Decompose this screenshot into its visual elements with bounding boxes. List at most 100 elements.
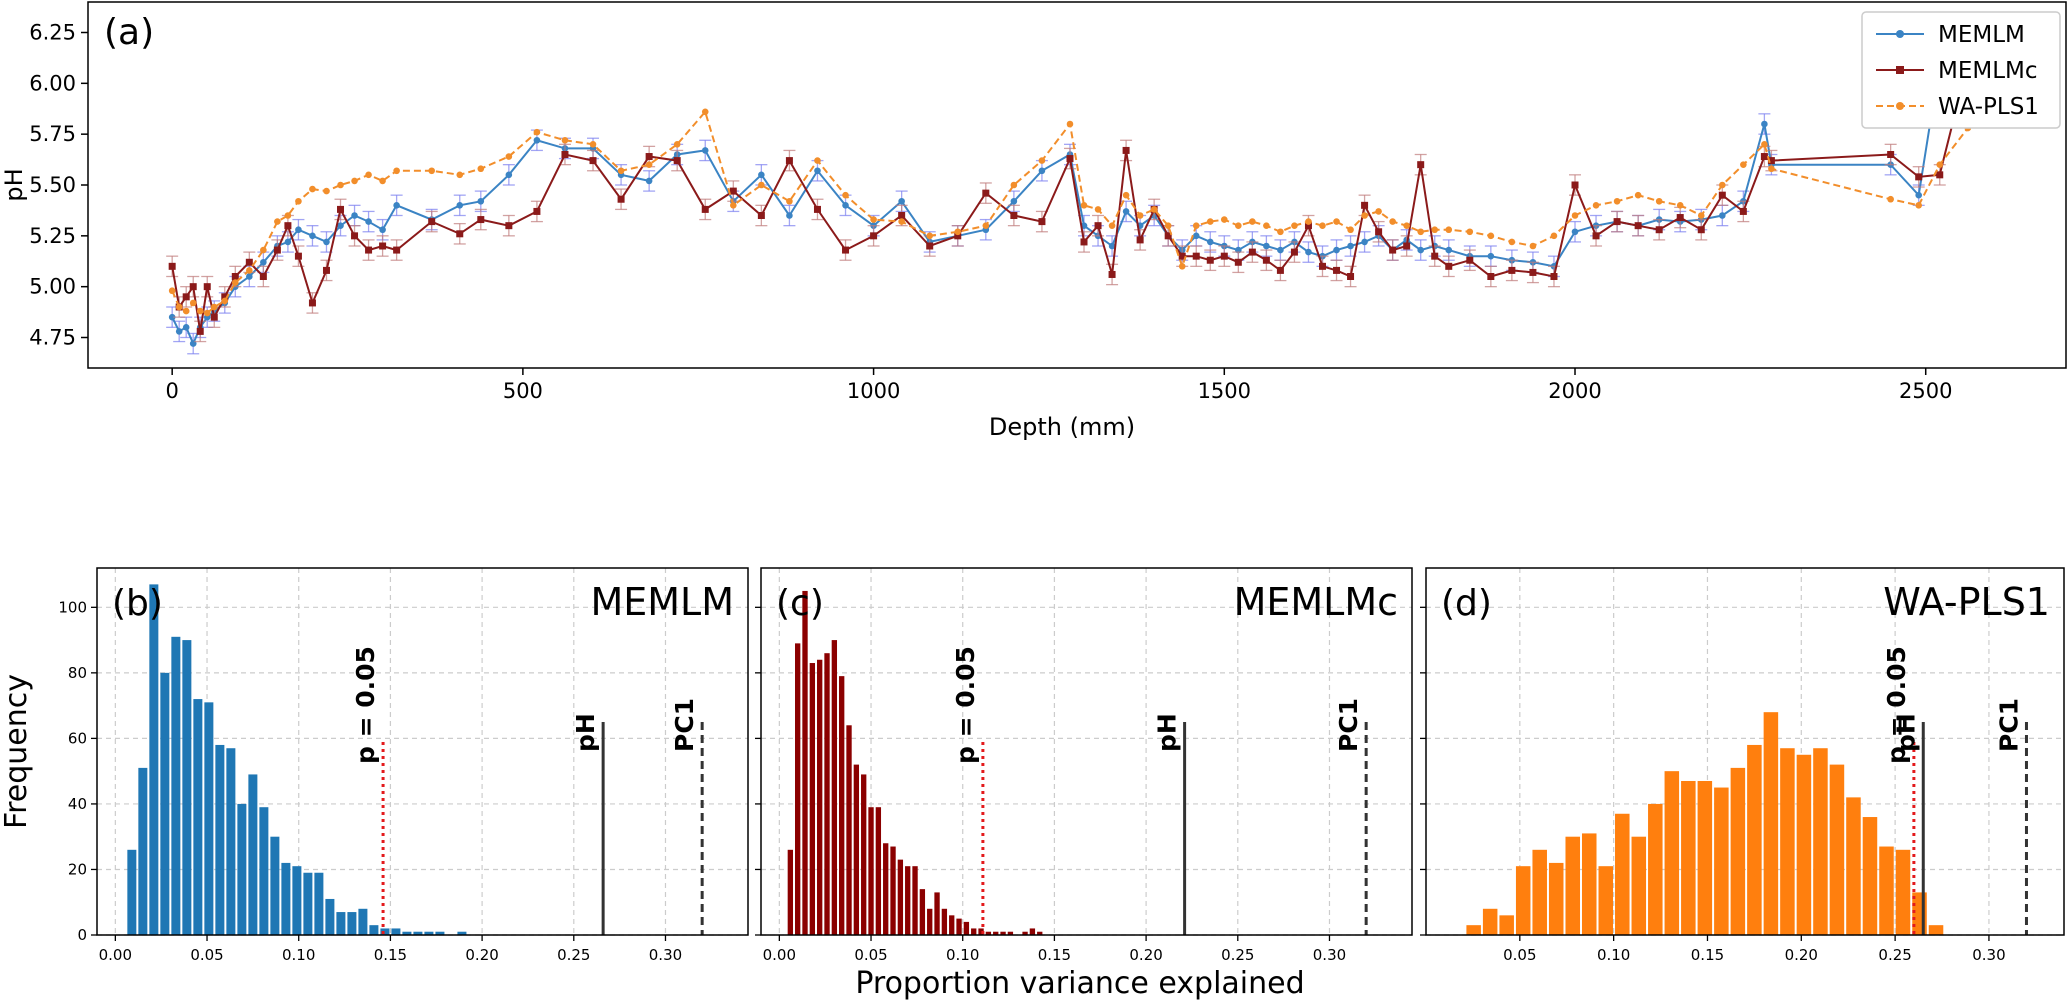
histogram-bar	[1829, 764, 1845, 935]
panel-c-memlmc-histogram: p = 0.05 pH PC1 0.00 0.05 0.10 0.15 0.20 0.25 0.3…	[755, 567, 1413, 964]
data-point	[1150, 206, 1158, 213]
histogram-bar	[956, 918, 962, 935]
data-point	[1767, 157, 1775, 165]
data-point	[1740, 161, 1747, 168]
histogram-bar	[171, 636, 181, 935]
data-point	[1262, 256, 1270, 264]
histogram-bar	[127, 849, 137, 935]
data-point	[1571, 181, 1579, 189]
histogram-bar	[1813, 748, 1828, 935]
data-point	[617, 167, 625, 175]
data-point	[1164, 232, 1172, 240]
data-point	[295, 197, 302, 205]
data-point	[168, 262, 176, 270]
histogram-bar	[1631, 836, 1647, 935]
histogram-bar	[292, 866, 302, 935]
data-point	[1634, 222, 1642, 230]
data-point	[1361, 212, 1368, 219]
data-point	[351, 212, 358, 219]
data-point	[954, 228, 962, 236]
data-point	[259, 273, 267, 280]
data-point	[926, 242, 934, 250]
data-point	[379, 226, 386, 234]
histogram-bar	[138, 767, 148, 935]
data-point	[842, 246, 850, 254]
data-point	[645, 161, 653, 168]
data-point	[379, 177, 386, 185]
data-point	[814, 167, 821, 175]
data-point	[477, 216, 485, 224]
histogram-bar	[883, 843, 889, 935]
shared-y-axis-label: Frequency	[0, 674, 34, 829]
data-point	[1739, 207, 1747, 215]
histogram-bar	[1780, 748, 1795, 935]
data-point	[842, 191, 849, 199]
data-point	[182, 293, 190, 301]
histogram-bar	[1615, 813, 1630, 935]
data-point	[533, 128, 541, 136]
data-point	[337, 181, 344, 189]
histogram-bar	[993, 931, 999, 935]
histogram-bar	[1697, 780, 1713, 935]
data-point	[1887, 151, 1895, 158]
data-point	[337, 222, 344, 229]
data-point	[1249, 218, 1256, 225]
histogram-bar	[927, 908, 933, 935]
data-point	[456, 230, 464, 238]
histogram-bar	[1747, 744, 1762, 935]
panel-title: WA-PLS1	[1883, 580, 2050, 624]
data-point	[221, 293, 229, 301]
histogram-bar	[846, 725, 852, 935]
data-point	[842, 202, 849, 209]
histogram-bar	[1037, 931, 1043, 935]
data-point	[456, 171, 464, 179]
histogram-bar	[795, 643, 801, 935]
histogram-bar	[248, 774, 258, 935]
x-tick-label: 0.05	[190, 946, 223, 964]
data-point	[1719, 212, 1726, 219]
y-tick-label: 5.75	[29, 122, 76, 146]
data-point	[1248, 248, 1256, 256]
ph-label: pH	[571, 713, 600, 752]
data-point	[365, 246, 373, 254]
data-point	[1108, 270, 1116, 278]
x-tick-label: 2500	[1899, 379, 1952, 403]
data-point	[322, 266, 330, 274]
series-line	[171, 109, 1969, 315]
data-point	[1887, 195, 1894, 203]
histogram-bar	[949, 915, 955, 935]
histogram-bar	[897, 859, 904, 935]
panel-a-label: (a)	[104, 12, 154, 53]
data-point	[1318, 262, 1326, 270]
panel-a-series	[166, 42, 1974, 355]
data-point	[982, 222, 990, 229]
data-point	[323, 187, 330, 195]
data-point	[982, 189, 990, 197]
histogram-bar	[1664, 771, 1680, 935]
data-point	[701, 108, 709, 116]
data-point	[1304, 222, 1312, 230]
data-point	[294, 252, 302, 260]
histogram-bar	[1000, 931, 1006, 935]
x-tick-label: 0.00	[763, 946, 796, 964]
panel-frame	[96, 567, 749, 936]
histogram-bar	[875, 807, 882, 935]
data-point	[182, 307, 190, 315]
series-line	[171, 62, 1969, 332]
histogram-bar	[868, 807, 874, 935]
x-tick-label: 0.25	[557, 946, 590, 964]
data-point	[1487, 232, 1495, 240]
data-point	[245, 258, 253, 266]
data-point	[814, 157, 821, 164]
ph-label: pH	[1153, 713, 1182, 752]
histogram-bar	[325, 898, 335, 935]
data-point	[561, 151, 569, 158]
data-point	[505, 153, 513, 160]
data-point	[1347, 273, 1355, 280]
panel-label: (d)	[1441, 583, 1492, 624]
histogram-bar	[1862, 817, 1878, 935]
data-point	[1122, 146, 1130, 154]
data-point	[1206, 238, 1214, 246]
data-point	[477, 165, 485, 173]
histogram-bar	[457, 931, 467, 935]
